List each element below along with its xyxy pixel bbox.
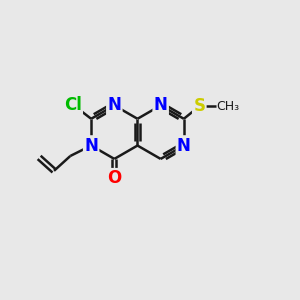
Text: N: N <box>84 136 98 154</box>
Text: N: N <box>177 136 191 154</box>
Text: Cl: Cl <box>64 95 82 113</box>
Text: N: N <box>154 96 168 114</box>
Text: N: N <box>107 96 121 114</box>
Text: S: S <box>193 97 205 115</box>
Text: CH₃: CH₃ <box>216 100 239 113</box>
Text: O: O <box>107 169 122 187</box>
